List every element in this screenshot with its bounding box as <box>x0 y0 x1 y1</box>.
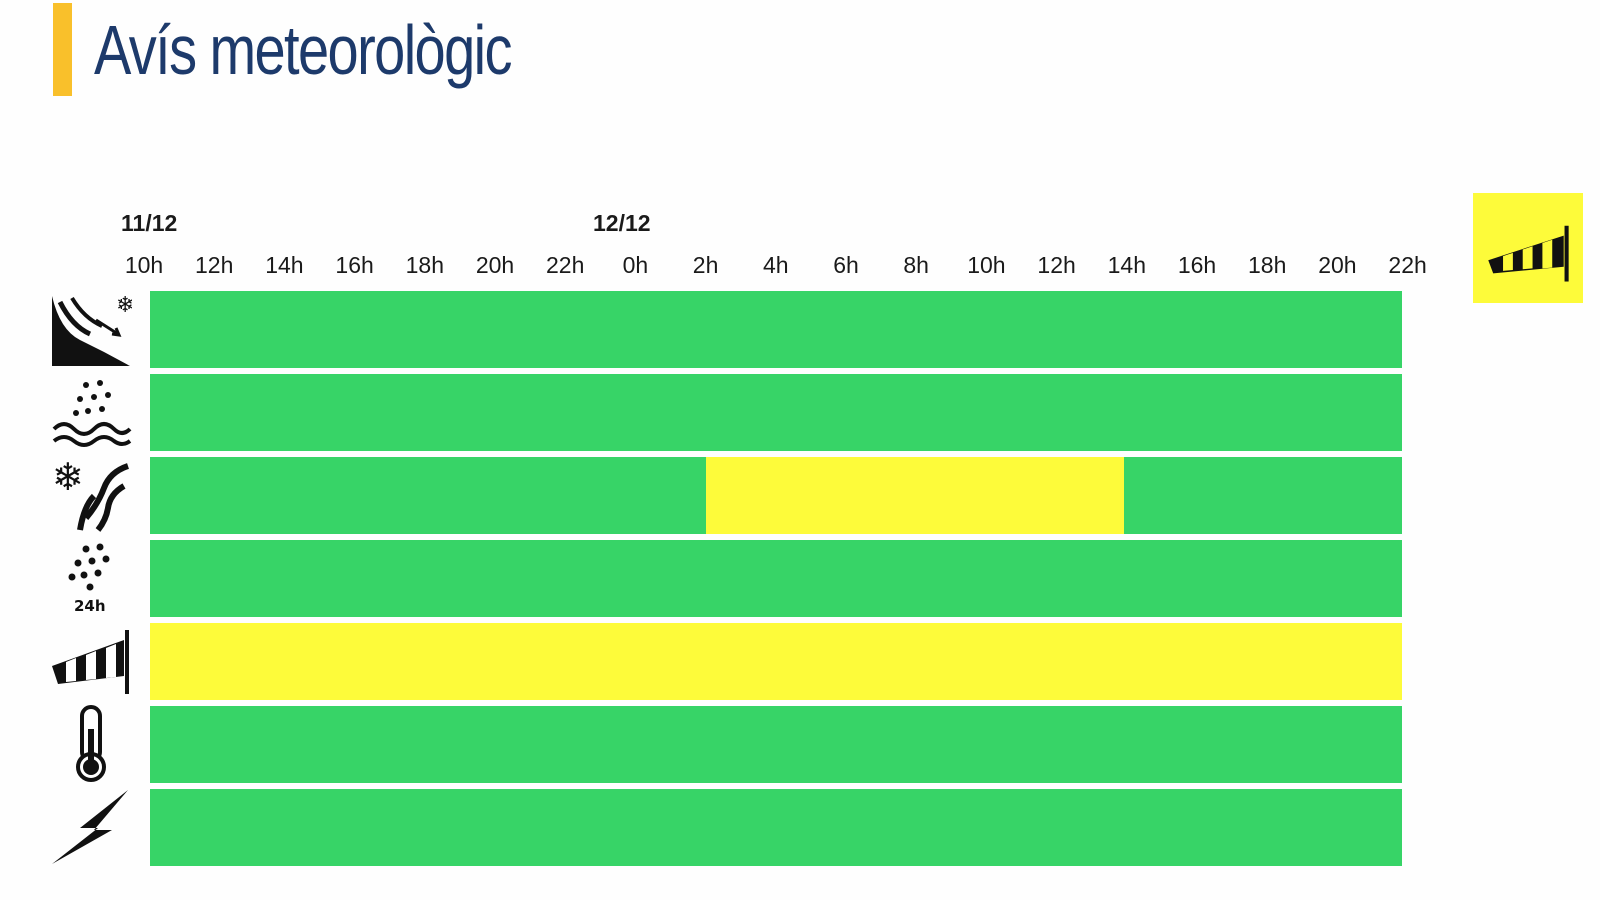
warning-row <box>150 706 1402 783</box>
svg-text:❄: ❄ <box>116 293 132 318</box>
hour-tick-label: 8h <box>903 252 929 278</box>
warning-segment-yellow[interactable] <box>150 623 1402 700</box>
hour-tick-label: 14h <box>265 252 304 278</box>
hour-tick-label: 22h <box>546 252 585 278</box>
rain-24h-icon: 24h <box>50 539 132 617</box>
warning-segment-green[interactable] <box>150 374 1402 451</box>
hour-tick-label: 4h <box>763 252 789 278</box>
hour-tick-label: 18h <box>405 252 444 278</box>
warning-row <box>150 374 1402 451</box>
windsock-icon <box>1473 193 1583 303</box>
date-label: 11/12 <box>121 210 178 236</box>
page-title: Avís meteorològic <box>94 11 512 89</box>
hour-tick-label: 0h <box>622 252 649 278</box>
thermometer-icon <box>50 705 132 783</box>
warning-row <box>150 623 1402 700</box>
current-warning-badge[interactable] <box>1473 193 1583 303</box>
svg-text:24h: 24h <box>74 597 106 615</box>
windsock-icon <box>50 622 132 700</box>
snow-icon: ❄ <box>50 455 132 534</box>
svg-text:❄: ❄ <box>52 456 84 499</box>
hour-tick-label: 14h <box>1107 252 1146 278</box>
hour-tick-label: 20h <box>1318 252 1357 278</box>
lightning-icon <box>50 788 132 866</box>
warning-row <box>150 789 1402 866</box>
title-accent-bar <box>53 3 72 96</box>
hour-tick-label: 18h <box>1248 252 1287 278</box>
hour-tick-label: 12h <box>1037 252 1076 278</box>
warning-row <box>150 457 1402 534</box>
date-label: 12/12 <box>593 210 651 236</box>
coastal-rain-icon <box>50 373 132 451</box>
hour-tick-label: 10h <box>967 252 1006 278</box>
warning-row <box>150 291 1402 368</box>
hour-tick-label: 16h <box>335 252 374 278</box>
warning-segment-green[interactable] <box>150 291 1402 368</box>
warning-segment-yellow[interactable] <box>706 457 1124 534</box>
warning-segment-green[interactable] <box>150 540 1402 617</box>
hour-tick-label: 6h <box>833 252 859 278</box>
warning-segment-green[interactable] <box>1123 457 1402 534</box>
warning-segment-green[interactable] <box>150 706 1402 783</box>
hour-tick-label: 2h <box>692 252 719 278</box>
warning-segment-green[interactable] <box>150 789 1402 866</box>
warning-segment-green[interactable] <box>150 457 707 534</box>
hour-tick-label: 10h <box>124 252 164 278</box>
hour-tick-label: 16h <box>1177 252 1217 278</box>
avalanche-icon: ❄ <box>50 290 134 368</box>
hour-tick-label: 22h <box>1388 252 1427 278</box>
hour-tick-label: 20h <box>475 252 515 278</box>
hour-tick-label: 12h <box>195 252 234 278</box>
warning-row <box>150 540 1402 617</box>
